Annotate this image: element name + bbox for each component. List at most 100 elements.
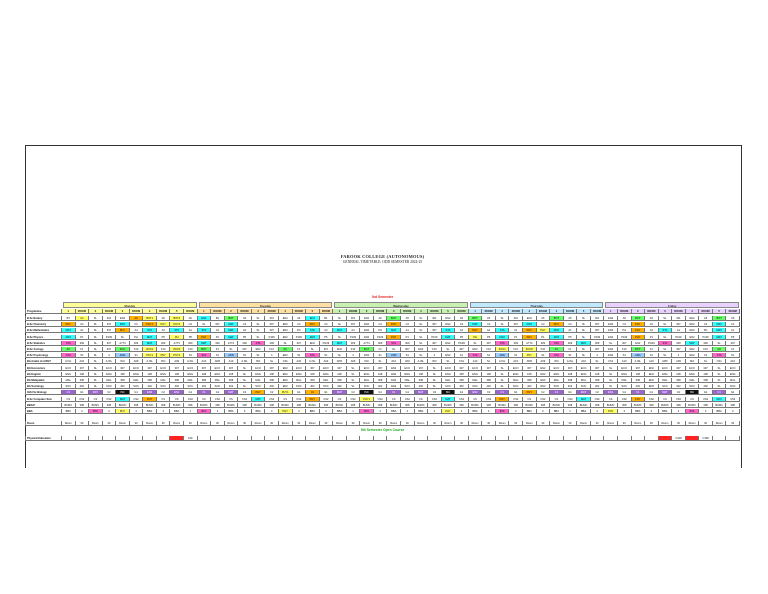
timetable-cell: A09 [401, 359, 415, 365]
timetable-cell: 308 [102, 402, 117, 408]
timetable-cell: C2 [184, 322, 198, 328]
timetable-cell: 307 [672, 365, 686, 371]
programme-row: BBA BBA 3 BTA 3 PHY 3 BBA 3 BBA 1 BTA 3 BBA 3 BBA 3 PHY 3 B… [25, 409, 740, 415]
timetable-cell: SL [577, 334, 591, 340]
programme-name: BBA/C [25, 402, 62, 408]
timetable-cell [170, 436, 185, 442]
timetable-cell: SL [414, 340, 429, 346]
timetable-cell: SL [89, 371, 103, 377]
timetable-cell: BTA [89, 409, 103, 414]
timetable-cell: ECO [617, 365, 632, 371]
timetable-cell: 308 [143, 378, 157, 383]
timetable-cell: PHY [306, 396, 320, 402]
timetable-cell: SL [658, 322, 673, 328]
timetable-cell: SOC [184, 384, 198, 390]
timetable-cell: SOC [360, 384, 374, 390]
timetable-cell: 108 [373, 371, 388, 377]
timetable-cell: MAT [143, 334, 157, 340]
timetable-cell: MAT [712, 334, 727, 340]
timetable-cell: F10 [265, 347, 279, 352]
timetable-cell: 307 [346, 322, 361, 328]
timetable-cell: BBA [468, 409, 483, 414]
timetable-cell: A7T4 [224, 340, 239, 346]
timetable-cell: 402 [523, 384, 537, 390]
timetable-cell: A.ISL [306, 359, 320, 365]
timetable-cell: 307 [563, 365, 578, 371]
timetable-cell: P1 [211, 334, 225, 340]
timetable-cell: EN2 [360, 322, 374, 328]
timetable-cell: 308 [414, 378, 429, 383]
period-header: 2 [224, 309, 239, 314]
timetable-cell: MAT [685, 340, 700, 346]
timetable-title: GENERAL TIMETABLE: ODD SEMESTER 2024-25 [342, 259, 423, 264]
timetable-cell: MAL [292, 378, 307, 383]
timetable-cell: SL [712, 378, 727, 383]
timetable-cell: PG [292, 328, 307, 334]
timetable-cell: 402 [631, 384, 646, 390]
timetable-cell [156, 436, 171, 442]
timetable-cell: EN2 [278, 316, 293, 321]
timetable-cell: SL [482, 359, 496, 365]
timetable-cell: CS2 [563, 396, 578, 402]
timetable-cell: G1 [617, 390, 632, 396]
timetable-cell [360, 436, 374, 442]
timetable-cell: A1 [184, 328, 198, 334]
timetable-cell: STA [306, 353, 320, 359]
timetable-cell: 3 [726, 409, 740, 414]
timetable-cell: Room [360, 421, 374, 427]
timetable-cell: 108 [75, 371, 90, 377]
timetable-cell: C4 [617, 322, 632, 328]
timetable-cell: STA [712, 353, 727, 359]
timetable-cell: PH [468, 334, 483, 340]
timetable-cell: 307 [617, 340, 632, 346]
timetable-cell: 108 [414, 371, 429, 377]
timetable-cell: EN2 [278, 322, 293, 328]
timetable-cell: 3 [536, 409, 551, 414]
timetable-cell: C2 [238, 322, 252, 328]
timetable-cell: 301 [102, 316, 117, 321]
timetable-cell: 3 [265, 409, 279, 414]
timetable-cell: MAT [577, 340, 591, 346]
timetable-cell: 307 [238, 347, 252, 352]
programme-name: B.Sc Physics [25, 334, 62, 340]
timetable-cell: A.ISL [495, 359, 510, 365]
timetable-cell: 308 [184, 402, 198, 408]
timetable-cell: SL [699, 359, 713, 365]
timetable-cell: STA [62, 340, 76, 346]
timetable-cell: PHY [387, 334, 401, 340]
timetable-cell: 307 [509, 322, 524, 328]
timetable-cell: CS1 [604, 359, 618, 365]
timetable-cell: MAT [224, 334, 239, 340]
timetable-cell: 30 [536, 421, 551, 427]
timetable-cell: CS [156, 396, 171, 402]
timetable-cell: EN2 [685, 353, 700, 359]
timetable-cell: EN2 [278, 384, 293, 390]
timetable-cell: C2 [319, 322, 334, 328]
timetable-cell: SL [238, 384, 252, 390]
timetable-cell: 307 [265, 328, 279, 334]
timetable-cell: MAT [441, 334, 456, 340]
timetable-cell: SL [251, 316, 266, 321]
timetable-cell [306, 436, 320, 442]
timetable-cell: G1 [401, 390, 415, 396]
timetable-cell [75, 436, 90, 442]
timetable-cell: 308 [170, 378, 185, 383]
timetable-cell: ISC [685, 390, 700, 396]
timetable-cell: ISO [251, 359, 266, 365]
timetable-cell: 402 [143, 384, 157, 390]
timetable-cell: CS2 [319, 396, 334, 402]
timetable-cell: SL [346, 371, 361, 377]
timetable-cell: BBA [550, 409, 564, 414]
timetable-cell: Room [306, 421, 320, 427]
programme-row: B.Sc Statistics STA 309 SL 307 A7T4 309 MAT 309 A… [25, 340, 740, 346]
timetable-cell: BBA [251, 409, 266, 414]
timetable-cell [509, 436, 524, 442]
timetable-cell: EN1 [306, 316, 320, 321]
period-header: 3 [251, 309, 266, 314]
timetable-cell: 301 [590, 316, 605, 321]
timetable-cell: CS2 [401, 396, 415, 402]
programme-row: BA Economics ECO 307 SL ECO 307 ECO 307 ECO 307 EC… [25, 365, 740, 371]
timetable-cell: 402 [197, 384, 212, 390]
timetable-cell: SL [89, 347, 103, 352]
timetable-cell: G1 [726, 390, 740, 396]
